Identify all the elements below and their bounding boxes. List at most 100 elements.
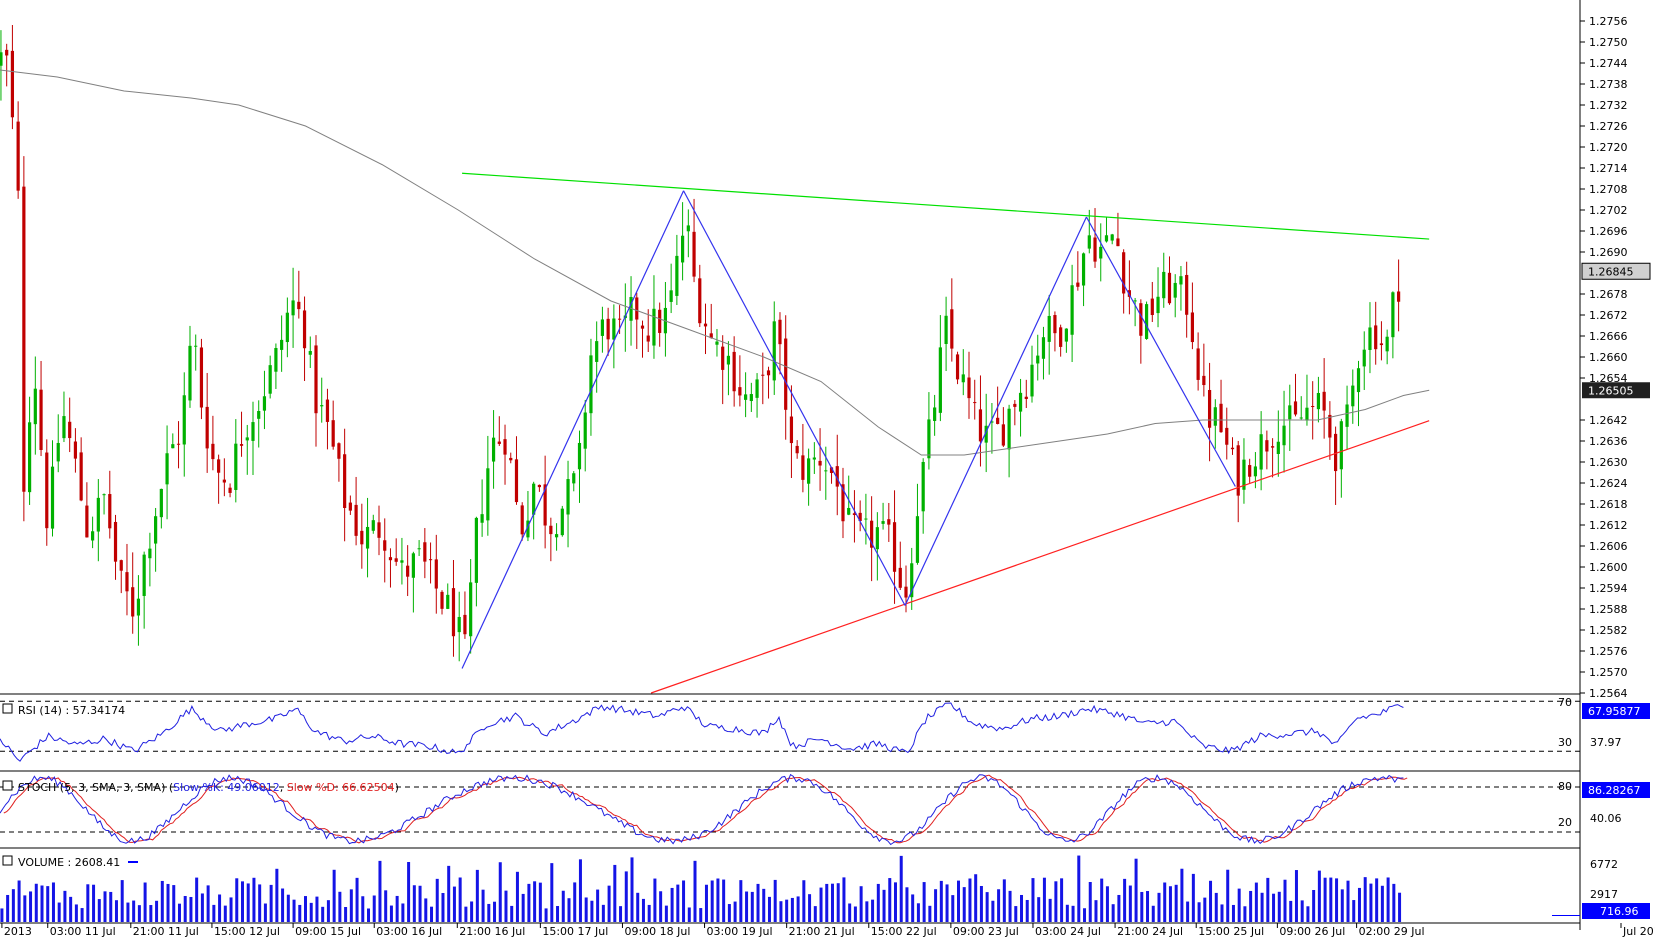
candle-body <box>136 598 141 616</box>
candle-body <box>669 290 673 302</box>
volume-bar <box>515 871 519 922</box>
volume-bar <box>951 895 955 922</box>
volume-bar <box>389 905 393 922</box>
volume-bar <box>1357 887 1361 922</box>
volume-bar <box>298 904 302 922</box>
candle-body <box>50 466 55 529</box>
volume-bar <box>584 897 588 922</box>
candle-body <box>984 425 988 443</box>
candle-body <box>686 225 690 232</box>
candle-body <box>852 513 857 516</box>
pattern-line <box>1085 216 1236 487</box>
candle-body <box>1179 276 1183 285</box>
candle-body <box>474 517 478 583</box>
candle-body <box>280 339 284 350</box>
candle-body <box>807 458 811 484</box>
candle-body <box>73 441 78 459</box>
price-tick-label: 1.2726 <box>1589 120 1628 133</box>
candle-body <box>33 388 37 425</box>
volume-bar <box>275 868 279 922</box>
volume-bar <box>46 886 50 922</box>
volume-bar <box>647 904 651 922</box>
candle-body <box>262 396 267 411</box>
candle-body <box>314 345 318 414</box>
volume-bar <box>762 888 766 922</box>
candle-body <box>360 530 364 545</box>
volume-bar <box>303 896 307 922</box>
candle-body <box>955 354 960 380</box>
stoch-toggle-icon[interactable] <box>2 780 13 791</box>
volume-bar <box>1380 885 1384 922</box>
price-tick-label: 1.2576 <box>1589 645 1628 658</box>
candle-body <box>469 582 473 637</box>
time-tick-label: 09:00 18 Jul <box>624 925 690 937</box>
volume-bar <box>1037 897 1041 922</box>
volume-bar <box>911 894 915 922</box>
candle-body <box>325 399 330 422</box>
volume-toggle-icon[interactable] <box>2 855 13 866</box>
candle-body <box>1133 300 1137 302</box>
volume-bar <box>258 884 262 922</box>
candle-body <box>755 379 759 398</box>
volume-bar <box>493 901 497 922</box>
candle-body <box>176 443 181 445</box>
volume-bar <box>1174 884 1178 922</box>
candle-body <box>113 521 118 562</box>
candle-body <box>182 395 186 445</box>
volume-bar <box>882 889 886 922</box>
time-tick-label: 21:00 21 Jul <box>789 925 855 937</box>
price-tick-label: 1.2666 <box>1589 330 1628 343</box>
candle-body <box>1162 271 1166 299</box>
volume-bar <box>1363 877 1367 922</box>
volume-bar <box>945 884 949 922</box>
candle-body <box>228 487 232 493</box>
volume-bar <box>92 884 96 922</box>
candle-body <box>1236 445 1240 496</box>
candle-body <box>39 389 43 450</box>
volume-bar <box>1071 905 1075 922</box>
candle-body <box>337 443 341 459</box>
candle-body <box>343 454 347 508</box>
volume-bar <box>1151 905 1155 922</box>
rsi-toggle-icon[interactable] <box>2 703 13 714</box>
price-candles <box>0 24 1401 662</box>
volume-bar <box>641 898 645 922</box>
volume-bar <box>384 890 388 922</box>
volume-bar <box>1254 882 1258 922</box>
volume-bar <box>573 882 577 922</box>
candle-body <box>789 416 794 444</box>
volume-bar <box>739 880 743 922</box>
stoch-value-box <box>1582 782 1650 798</box>
volume-bar <box>1272 893 1276 922</box>
candle-body <box>1076 282 1080 287</box>
volume-bar <box>252 877 256 922</box>
candle-body <box>1041 337 1046 359</box>
rsi-value-label: 67.95877 <box>1588 705 1641 718</box>
candle-body <box>778 319 782 345</box>
candle-body <box>732 351 736 392</box>
candle-body <box>1213 407 1217 426</box>
volume-bar <box>1329 877 1333 922</box>
rsi-label: RSI (14) : 57.34174 <box>18 704 125 717</box>
candle-body <box>1001 424 1005 446</box>
candle-body <box>1270 446 1275 448</box>
volume-bar <box>57 902 61 922</box>
volume-bar <box>69 896 73 922</box>
volume-bar <box>676 884 680 922</box>
volume-bar <box>200 893 204 922</box>
candle-body <box>1328 414 1332 438</box>
volume-bar <box>212 904 216 922</box>
volume-bar <box>1209 880 1213 922</box>
candle-body <box>692 231 696 277</box>
volume-bar <box>1243 906 1247 922</box>
rsi-mid-label: 37.97 <box>1590 736 1622 749</box>
volume-bar <box>704 884 708 922</box>
candle-body <box>950 309 954 349</box>
stoch-label: STOCH (5, 3, SMA, 3, SMA) (Slow %K: 49.0… <box>18 781 399 794</box>
candle-body <box>302 310 307 349</box>
candle-body <box>881 521 885 524</box>
volume-bar <box>126 902 130 922</box>
volume-bar <box>447 865 451 922</box>
candle-body <box>480 514 484 523</box>
price-tick-label: 1.2582 <box>1589 624 1628 637</box>
